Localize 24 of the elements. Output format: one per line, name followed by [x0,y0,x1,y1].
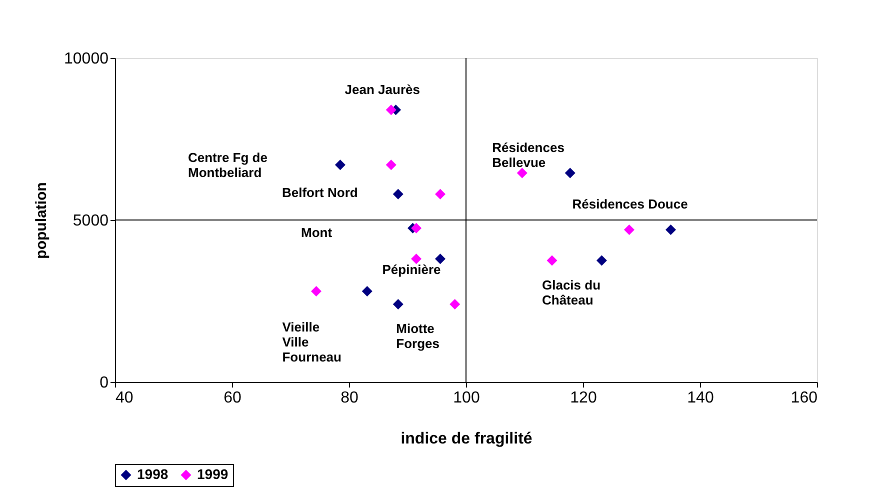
annotation: Mont [301,225,333,240]
annotation: Résidences Bellevue [492,140,564,170]
x-axis-title: indice de fragilité [400,430,532,448]
legend-label: 1998 [137,466,168,482]
x-tick-label: 160 [790,390,818,406]
annotation: Belfort Nord [282,185,358,200]
annotation: Glacis du Château [542,278,601,308]
y-tick-label: 0 [100,374,109,392]
x-tick-label: 140 [687,390,714,406]
annotation: Miotte Forges [396,321,440,352]
x-tick-label: 100 [453,390,480,406]
x-tick-label: 80 [340,390,358,406]
legend-label: 1999 [197,466,228,482]
annotation: Résidences Douce [572,196,688,212]
x-tick-label: 60 [224,390,242,406]
x-tick-label: 40 [116,390,134,406]
annotation: Centre Fg de Montbeliard [188,150,268,180]
y-tick-label: 10000 [64,50,109,68]
annotation: Jean Jaurès [344,82,420,97]
annotation: Vieille Ville Fourneau [282,319,342,364]
x-tick-label: 120 [570,390,597,406]
y-tick-label: 5000 [72,212,109,230]
y-axis-title: population [33,182,50,259]
annotation: Pépinière [382,262,441,277]
